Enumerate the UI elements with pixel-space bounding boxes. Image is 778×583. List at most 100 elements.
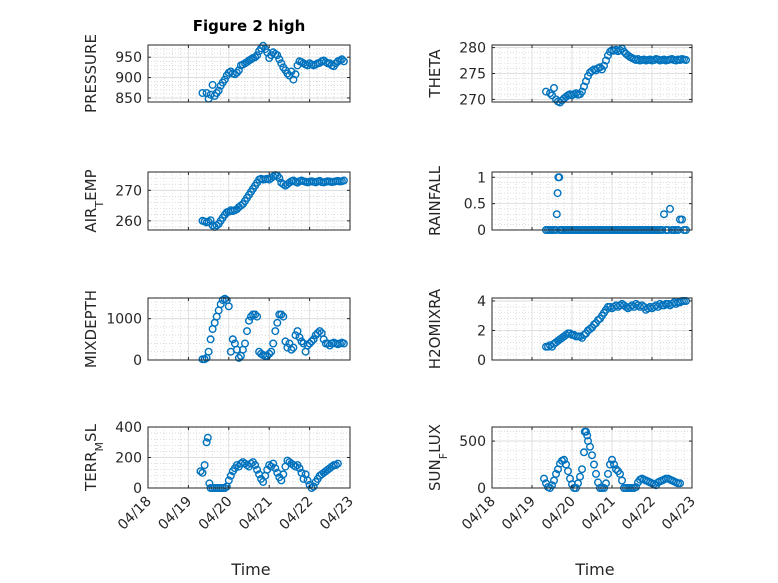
y-tick-label: 0 xyxy=(477,481,486,497)
data-point xyxy=(590,460,599,469)
tick-marks xyxy=(491,298,693,361)
panel-theta: 270 275 280 THETA xyxy=(426,41,693,108)
data-point xyxy=(295,333,304,342)
data-point xyxy=(279,312,288,321)
data-point xyxy=(232,461,241,470)
data-point xyxy=(273,51,282,60)
data-point xyxy=(305,339,314,348)
data-point xyxy=(582,427,591,436)
data-series xyxy=(198,41,348,103)
y-tick-label: 0 xyxy=(133,481,142,497)
y-tick-label: 270 xyxy=(459,92,486,108)
data-point xyxy=(337,55,346,64)
data-point xyxy=(226,471,235,480)
y-tick-label: 1 xyxy=(477,170,486,186)
data-point xyxy=(580,330,589,339)
data-point xyxy=(578,87,587,96)
axes-box xyxy=(491,171,693,231)
data-series xyxy=(542,44,691,107)
panel-rainfall: 0 0.5 1 RAINFALL xyxy=(426,165,693,239)
data-point xyxy=(309,482,318,491)
data-point xyxy=(590,320,599,329)
chart-title: Figure 2 high xyxy=(193,17,306,35)
data-point xyxy=(267,347,276,356)
data-point xyxy=(616,46,625,55)
data-point xyxy=(230,70,239,79)
data-point xyxy=(287,345,296,354)
data-point xyxy=(546,89,555,98)
data-point xyxy=(542,87,551,96)
y-tick-label: 850 xyxy=(115,91,142,107)
data-point xyxy=(204,347,213,356)
y-tick-label: 0 xyxy=(477,353,486,369)
data-point xyxy=(576,472,585,481)
data-point xyxy=(339,57,348,66)
y-tick-label: 1000 xyxy=(106,312,142,328)
tick-marks xyxy=(491,427,693,489)
data-point xyxy=(586,325,595,334)
x-axis-label-right: Time xyxy=(574,560,614,579)
data-point xyxy=(228,335,237,344)
data-point xyxy=(214,86,223,95)
axes-box xyxy=(147,297,351,361)
data-point xyxy=(303,476,312,485)
y-axis-label: H2OMIXRA xyxy=(426,288,444,369)
y-tick-label: 275 xyxy=(459,67,486,83)
y-tick-label: 200 xyxy=(115,451,142,467)
data-point xyxy=(265,461,274,470)
data-point xyxy=(580,448,589,457)
data-series xyxy=(196,433,342,493)
data-point xyxy=(291,462,300,471)
data-point xyxy=(200,461,209,470)
tick-marks xyxy=(491,45,693,102)
data-point xyxy=(198,88,207,97)
panels: 850 900 950 PRESSURE Figure 2 high 270 275 280 T… xyxy=(82,17,699,533)
panel-pressure: 850 900 950 PRESSURE Figure 2 high xyxy=(82,17,351,113)
axes-box xyxy=(491,426,693,489)
data-series xyxy=(198,294,348,364)
data-point xyxy=(220,75,229,84)
y-tick-label: 900 xyxy=(115,71,142,87)
data-point xyxy=(660,210,669,219)
y-tick-label: 270 xyxy=(115,183,142,199)
data-point xyxy=(244,316,253,325)
data-point xyxy=(253,312,262,321)
tick-marks xyxy=(147,298,351,361)
data-point xyxy=(202,438,211,447)
data-point xyxy=(339,176,348,185)
y-tick-label: 4 xyxy=(477,294,486,310)
data-point xyxy=(666,204,675,213)
data-point xyxy=(315,327,324,336)
data-point xyxy=(253,465,262,474)
data-point xyxy=(608,455,617,464)
data-point xyxy=(592,469,601,478)
data-point xyxy=(203,433,212,442)
data-point xyxy=(234,353,243,362)
x-axis-label-left: Time xyxy=(230,560,270,579)
data-point xyxy=(576,332,585,341)
data-point xyxy=(548,91,557,100)
data-point xyxy=(224,302,233,311)
data-point xyxy=(555,173,564,182)
y-axis-label: MIXDEPTH xyxy=(82,290,100,368)
minor-grid xyxy=(492,427,692,489)
data-point xyxy=(297,337,306,346)
data-point xyxy=(289,343,298,352)
panel-air_temp: 260 270 AIRTEMP xyxy=(82,169,351,233)
tick-marks xyxy=(147,426,351,489)
data-point xyxy=(277,59,286,68)
data-point xyxy=(303,341,312,350)
y-tick-label: 0 xyxy=(133,353,142,369)
data-point xyxy=(339,339,348,348)
y-tick-label: 2 xyxy=(477,323,486,339)
data-point xyxy=(236,201,245,210)
data-point xyxy=(678,215,687,224)
data-point xyxy=(586,442,595,451)
data-point xyxy=(269,459,278,468)
data-point xyxy=(331,461,340,470)
data-point xyxy=(275,174,284,183)
data-point xyxy=(271,464,280,473)
data-point xyxy=(242,327,251,336)
data-point xyxy=(307,337,316,346)
